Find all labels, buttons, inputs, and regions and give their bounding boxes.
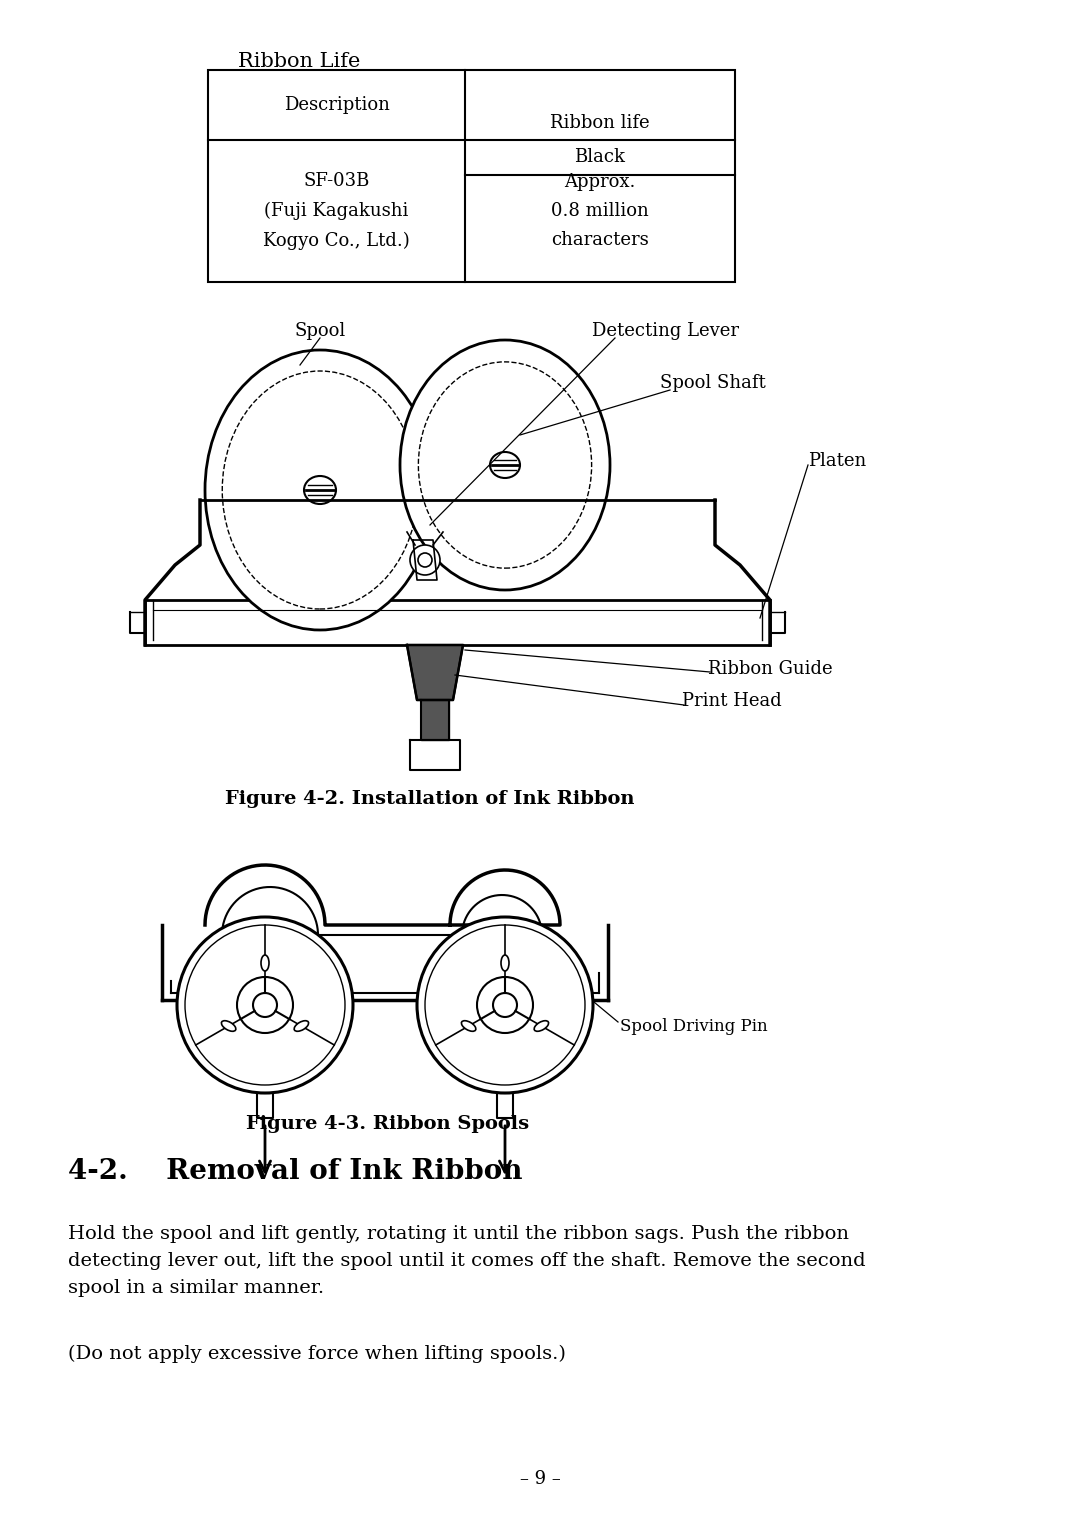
Ellipse shape	[261, 956, 269, 971]
Text: Black: Black	[575, 148, 625, 167]
Ellipse shape	[501, 956, 509, 971]
Circle shape	[237, 977, 293, 1034]
Bar	[145, 599, 770, 645]
Polygon shape	[407, 645, 463, 700]
Bar	[208, 70, 735, 281]
Circle shape	[477, 977, 534, 1034]
Text: Description: Description	[284, 96, 390, 115]
Text: Spool Driving Pin: Spool Driving Pin	[620, 1018, 768, 1035]
Polygon shape	[421, 700, 449, 740]
Text: Ribbon Guide: Ribbon Guide	[708, 661, 833, 677]
Ellipse shape	[205, 350, 435, 630]
Ellipse shape	[535, 1021, 549, 1031]
Text: Print Head: Print Head	[681, 693, 782, 709]
Circle shape	[418, 553, 432, 567]
Text: Hold the spool and lift gently, rotating it until the ribbon sags. Push the ribb: Hold the spool and lift gently, rotating…	[68, 1225, 866, 1297]
Circle shape	[177, 917, 353, 1093]
Ellipse shape	[221, 1021, 235, 1031]
Circle shape	[492, 992, 517, 1017]
Ellipse shape	[490, 453, 519, 479]
Text: Ribbon life: Ribbon life	[550, 113, 650, 131]
Ellipse shape	[294, 1021, 309, 1031]
Text: Ribbon Life: Ribbon Life	[238, 52, 361, 70]
Ellipse shape	[461, 1021, 476, 1031]
Text: Spool Shaft: Spool Shaft	[660, 375, 766, 391]
Circle shape	[410, 544, 440, 575]
Text: Detecting Lever: Detecting Lever	[592, 323, 739, 339]
Ellipse shape	[303, 476, 336, 505]
Text: SF-03B
(Fuji Kagakushi
Kogyo Co., Ltd.): SF-03B (Fuji Kagakushi Kogyo Co., Ltd.)	[264, 173, 410, 249]
Text: 4-2.    Removal of Ink Ribbon: 4-2. Removal of Ink Ribbon	[68, 1157, 523, 1185]
Circle shape	[253, 992, 276, 1017]
Ellipse shape	[400, 339, 610, 590]
Text: Figure 4-3. Ribbon Spools: Figure 4-3. Ribbon Spools	[246, 1115, 529, 1133]
Text: (Do not apply excessive force when lifting spools.): (Do not apply excessive force when lifti…	[68, 1346, 566, 1364]
Text: Figure 4-2. Installation of Ink Ribbon: Figure 4-2. Installation of Ink Ribbon	[226, 790, 635, 807]
Text: Approx.
0.8 million
characters: Approx. 0.8 million characters	[551, 173, 649, 249]
Text: – 9 –: – 9 –	[519, 1469, 561, 1488]
Text: Spool: Spool	[295, 323, 346, 339]
Circle shape	[417, 917, 593, 1093]
Text: Platen: Platen	[808, 453, 866, 469]
